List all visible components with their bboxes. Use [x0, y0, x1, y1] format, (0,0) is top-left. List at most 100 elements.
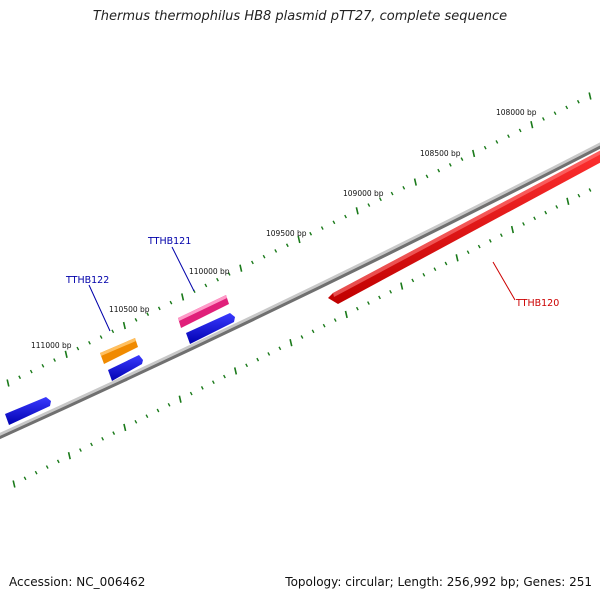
minor-tick: [262, 254, 266, 259]
gene-tthb122[interactable]: [100, 338, 138, 364]
minor-tick: [90, 442, 93, 447]
minor-tick: [285, 243, 289, 248]
minor-tick: [495, 140, 499, 144]
minor-tick: [200, 386, 204, 390]
minor-tick: [156, 408, 160, 413]
major-tick: [588, 92, 592, 100]
minor-tick: [34, 470, 38, 475]
gene-forward-2[interactable]: [108, 355, 143, 381]
minor-tick: [499, 233, 503, 238]
minor-tick: [466, 250, 470, 255]
minor-tick: [41, 363, 45, 368]
accession-text: Accession: NC_006462: [9, 575, 146, 589]
label-tthb120: TTHB120: [515, 298, 559, 309]
minor-tick: [433, 267, 437, 271]
outer-ticks: [6, 92, 592, 387]
gene-forward-3[interactable]: [5, 397, 51, 425]
minor-tick: [333, 318, 337, 322]
minor-tick: [522, 222, 525, 226]
major-tick: [181, 293, 185, 301]
plasmid-backbone-shadow: [0, 145, 600, 440]
minor-tick: [256, 357, 260, 362]
minor-tick: [167, 403, 171, 407]
minor-tick: [211, 380, 215, 385]
major-tick: [530, 121, 534, 129]
minor-tick: [460, 157, 464, 161]
gene-tthb121[interactable]: [178, 295, 229, 328]
minor-tick: [101, 436, 105, 441]
minor-tick: [223, 374, 226, 379]
major-tick: [472, 149, 476, 158]
minor-tick: [322, 323, 326, 328]
minor-tick: [390, 191, 394, 196]
gene-forward-1[interactable]: [186, 313, 235, 344]
map-title: Thermus thermophilus HB8 plasmid pTT27, …: [92, 9, 508, 24]
minor-tick: [588, 188, 592, 192]
minor-tick: [216, 277, 219, 282]
minor-tick: [45, 465, 49, 469]
minor-tick: [29, 369, 33, 374]
gene-tthb120[interactable]: [328, 148, 600, 304]
major-tick: [455, 254, 459, 262]
label-tthb121: TTHB121: [147, 236, 191, 247]
minor-tick: [483, 145, 487, 150]
minor-tick: [309, 231, 313, 236]
minor-tick: [507, 134, 510, 139]
topology-summary: Topology: circular; Length: 256,992 bp; …: [285, 575, 592, 589]
major-tick: [178, 395, 182, 403]
minor-tick: [402, 186, 406, 190]
major-tick: [289, 338, 293, 347]
minor-tick: [267, 352, 271, 356]
minor-tick: [278, 346, 282, 351]
position-label-110000: 110000 bp: [189, 267, 230, 276]
position-label-108000: 108000 bp: [496, 108, 537, 117]
major-tick: [122, 321, 126, 330]
minor-tick: [169, 300, 173, 305]
major-tick: [400, 282, 404, 290]
minor-tick: [367, 203, 371, 207]
minor-tick: [544, 210, 548, 215]
minor-tick: [344, 214, 347, 219]
minor-tick: [488, 239, 492, 243]
minor-tick: [76, 346, 80, 351]
position-label-111000: 111000 bp: [31, 341, 72, 350]
minor-tick: [23, 476, 27, 481]
major-tick: [6, 379, 10, 387]
minor-tick: [18, 375, 22, 380]
inner-ticks: [12, 188, 592, 488]
minor-tick: [79, 448, 82, 452]
major-tick: [123, 423, 127, 432]
minor-tick: [477, 244, 481, 249]
major-tick: [239, 264, 243, 272]
minor-tick: [134, 419, 138, 424]
minor-tick: [533, 216, 537, 221]
minor-tick: [565, 105, 569, 110]
minor-tick: [311, 329, 315, 334]
minor-tick: [112, 431, 116, 435]
minor-tick: [99, 335, 103, 339]
minor-tick: [411, 278, 415, 283]
minor-tick: [576, 99, 580, 104]
minor-tick: [146, 312, 150, 316]
major-tick: [64, 350, 68, 358]
leader-tthb121: [171, 246, 195, 292]
minor-tick: [444, 261, 448, 266]
minor-tick: [379, 197, 382, 202]
minor-tick: [437, 168, 441, 173]
major-tick: [355, 207, 359, 215]
minor-tick: [378, 295, 381, 300]
minor-tick: [145, 414, 149, 418]
position-label-110500: 110500 bp: [109, 305, 150, 314]
minor-tick: [448, 163, 452, 167]
major-tick: [510, 225, 515, 234]
position-label-108500: 108500 bp: [420, 149, 461, 158]
minor-tick: [56, 459, 60, 464]
minor-tick: [367, 301, 370, 305]
label-tthb122: TTHB122: [65, 275, 109, 286]
minor-tick: [542, 117, 545, 121]
minor-tick: [227, 272, 231, 276]
major-tick: [566, 197, 570, 205]
minor-tick: [111, 329, 115, 334]
minor-tick: [422, 272, 426, 277]
